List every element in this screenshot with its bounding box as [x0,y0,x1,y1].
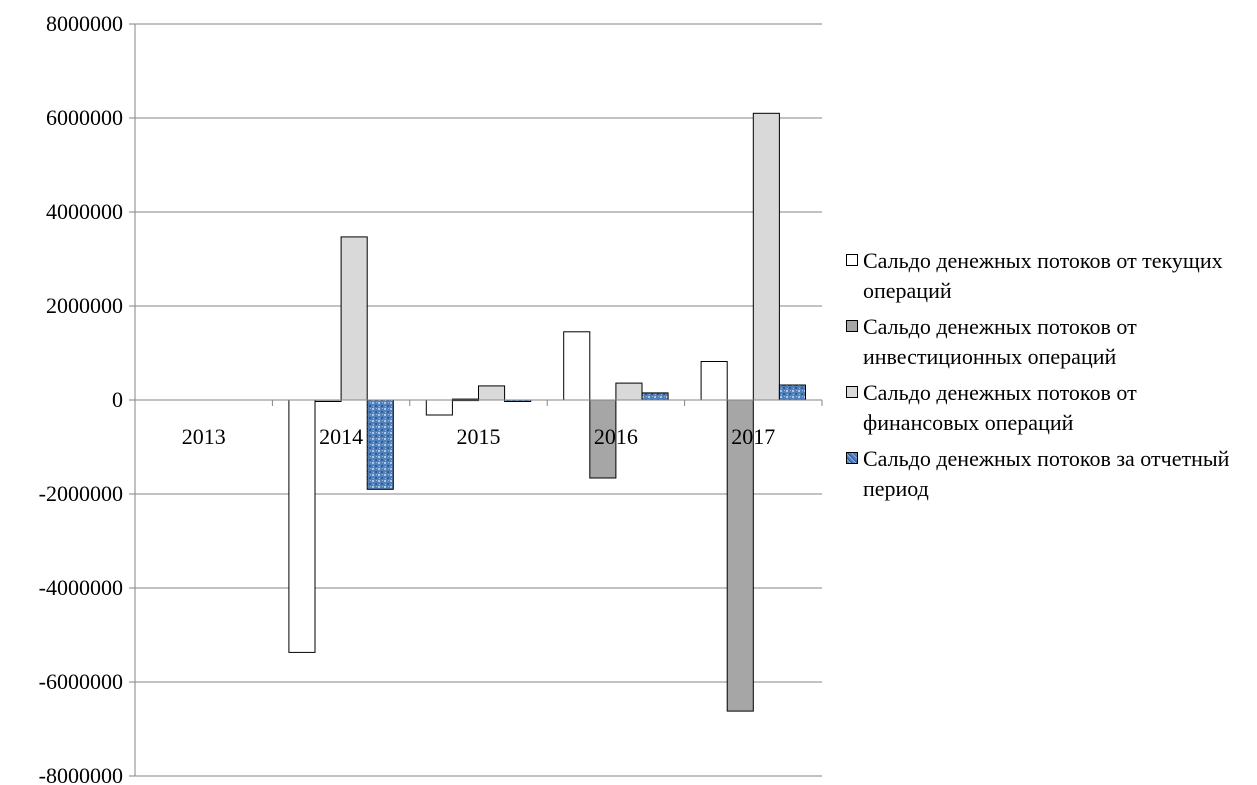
y-tick-label: 2000000 [46,293,123,318]
bar-2014-series-1 [288,399,316,653]
x-tick-label: 2015 [457,424,501,449]
legend-label: Сальдо денежных потоков от инвестиционны… [863,314,1137,369]
y-tick-label: -4000000 [39,575,123,600]
bar-2017-series-1 [700,361,728,401]
legend-swatch [846,452,858,464]
y-tick-label: -6000000 [39,669,123,694]
legend-swatch [846,386,858,398]
legend-swatch [846,254,858,266]
bar-2015-series-3 [478,385,506,401]
legend-label: Сальдо денежных потоков от текущих опера… [863,248,1223,303]
bar-2015-series-1 [425,399,453,416]
legend-item: Сальдо денежных потоков от текущих опера… [846,246,1256,306]
bar-2016-series-4 [641,392,669,401]
legend-item: Сальдо денежных потоков от инвестиционны… [846,312,1256,372]
y-tick-label: 6000000 [46,105,123,130]
y-tick-label: 4000000 [46,199,123,224]
bar-2016-series-2 [589,399,617,479]
x-tick-label: 2013 [182,424,226,449]
bar-2016-series-3 [615,382,643,401]
x-tick-label: 2017 [731,424,775,449]
legend-item: Сальдо денежных потоков от финансовых оп… [846,378,1256,438]
bar-2016-series-1 [563,331,591,401]
y-tick-label: -2000000 [39,481,123,506]
legend-label: Сальдо денежных потоков за отчетный пери… [863,446,1230,501]
y-tick-label: 8000000 [46,11,123,36]
bar-chart: 8000000 6000000 4000000 2000000 0 -2000000 -40… [39,11,823,785]
legend-item: Сальдо денежных потоков за отчетный пери… [846,444,1256,504]
x-tick-label: 2014 [319,424,363,449]
axis-labels: 8000000 6000000 4000000 2000000 0 -2000000 -40… [39,11,776,785]
bars [288,112,807,712]
legend-label: Сальдо денежных потоков от финансовых оп… [863,380,1137,435]
bar-2014-series-3 [340,236,368,401]
axes [129,23,823,777]
bar-2017-series-2 [726,399,754,712]
bar-2017-series-4 [778,384,807,401]
y-tick-label: -8000000 [39,763,123,785]
legend: Сальдо денежных потоков от текущих опера… [846,246,1256,510]
y-tick-label: 0 [112,387,123,412]
bar-2017-series-3 [752,112,780,401]
x-tick-label: 2016 [594,424,638,449]
legend-swatch [846,320,858,332]
bar-2014-series-4 [366,399,394,490]
